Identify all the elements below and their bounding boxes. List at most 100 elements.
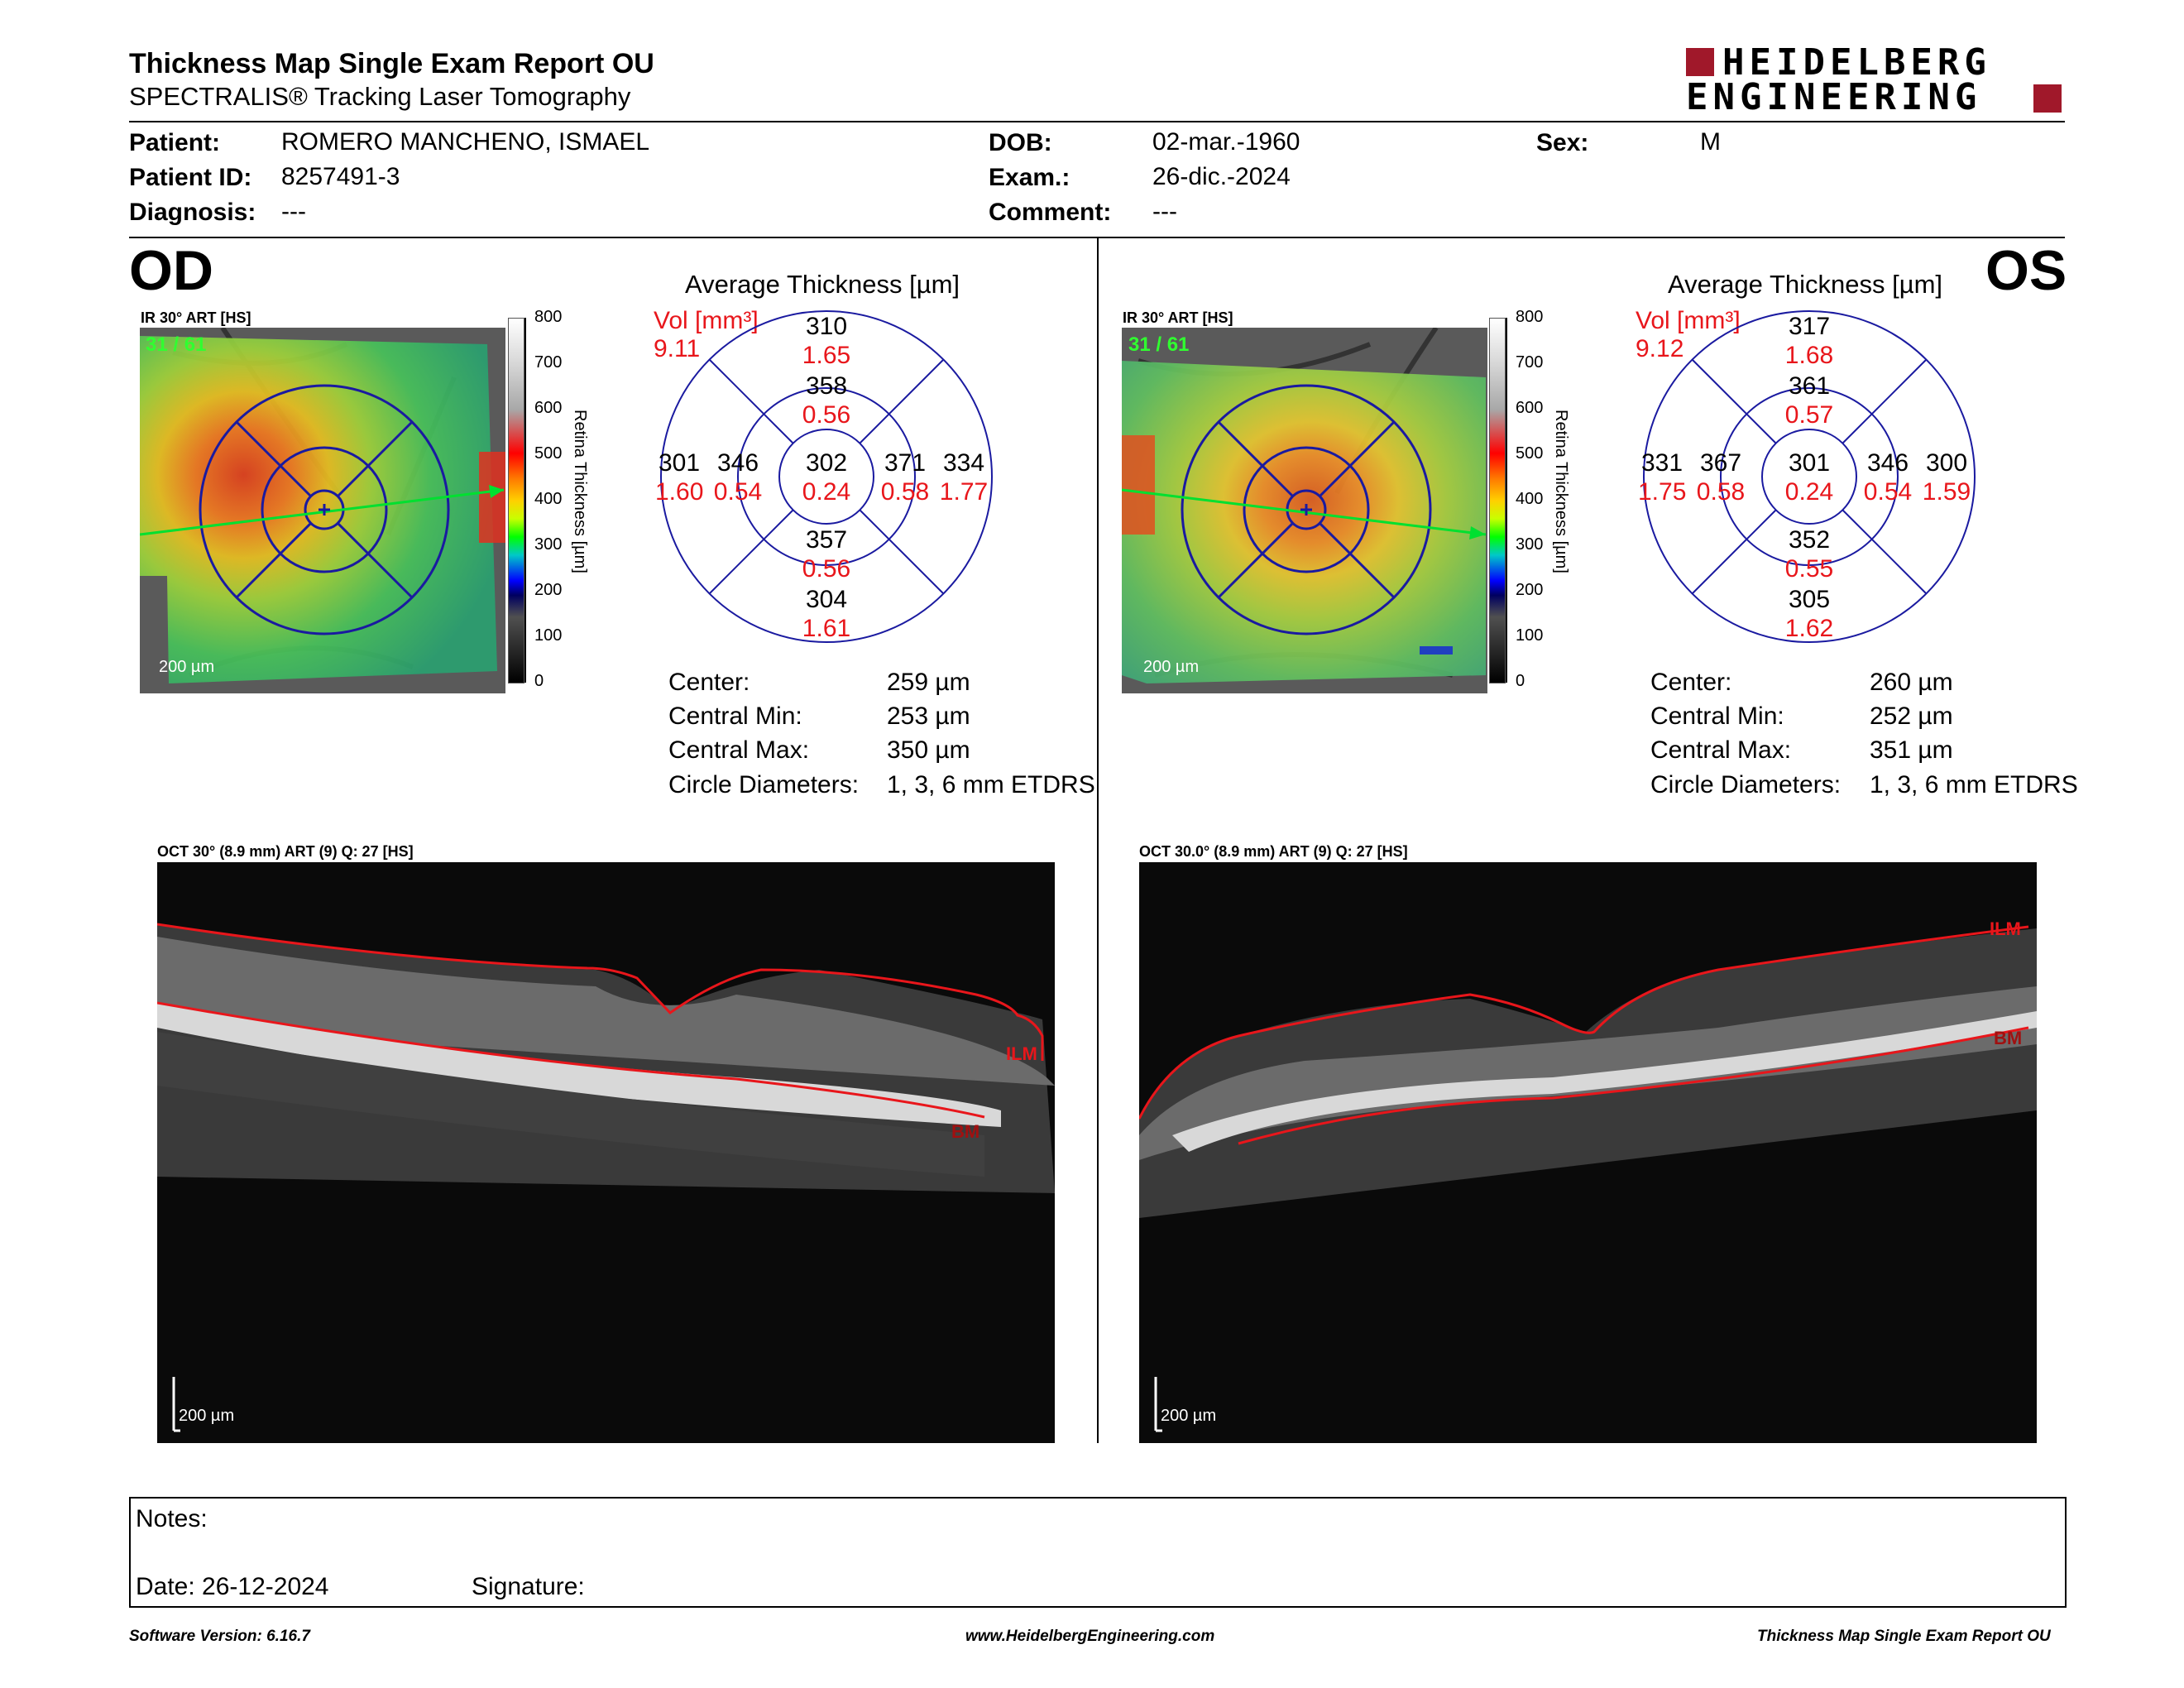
od-tick-200: 200	[534, 581, 563, 599]
os-max-value: 351 µm	[1870, 736, 1953, 764]
patient-name: ROMERO MANCHENO, ISMAEL	[281, 128, 650, 156]
os-inner-superior: 361	[1788, 372, 1831, 400]
os-inner-inferior: 352	[1788, 526, 1831, 554]
od-inner-nasal-vol: 0.58	[880, 478, 930, 506]
od-scale-label: 200 µm	[159, 658, 215, 676]
os-tick-400: 400	[1516, 490, 1544, 508]
os-colorbar	[1489, 318, 1506, 683]
od-inner-inferior: 357	[805, 526, 848, 554]
od-avg-title: Average Thickness [µm]	[685, 270, 960, 299]
os-vol-value: 9.12	[1636, 335, 1684, 362]
od-bm-label: BM	[951, 1121, 980, 1142]
os-fundus-thickness-map	[1122, 328, 1487, 693]
od-tick-100: 100	[534, 626, 563, 645]
os-tick-200: 200	[1516, 581, 1544, 599]
os-oct-label: OCT 30.0° (8.9 mm) ART (9) Q: 27 [HS]	[1139, 843, 1408, 860]
os-tick-600: 600	[1516, 399, 1544, 417]
od-tick-400: 400	[534, 490, 563, 508]
os-min-label: Central Min:	[1650, 703, 1784, 730]
os-outer-superior: 317	[1788, 313, 1831, 340]
od-inner-temporal-vol: 0.54	[713, 478, 763, 506]
od-oct-scale: 200 µm	[179, 1407, 235, 1425]
diagnosis-label: Diagnosis:	[129, 199, 256, 226]
exam-value: 26-dic.-2024	[1152, 163, 1291, 190]
os-tick-800: 800	[1516, 308, 1544, 326]
od-inner-superior: 358	[805, 372, 848, 400]
od-etdrs-grid	[660, 310, 993, 643]
os-colorbar-label: Retina Thickness [µm]	[1552, 410, 1570, 573]
diagnosis-value: ---	[281, 198, 306, 225]
os-vol-label: Vol [mm³]	[1636, 307, 1741, 334]
patient-id-label: Patient ID:	[129, 164, 252, 191]
notes-box[interactable]: Notes: Date: 26-12-2024 Signature:	[129, 1497, 2067, 1608]
os-outer-inferior: 305	[1788, 586, 1831, 613]
os-tick-500: 500	[1516, 444, 1544, 463]
os-max-label: Central Max:	[1650, 736, 1792, 764]
od-outer-superior: 310	[805, 313, 848, 340]
od-inner-temporal: 346	[716, 449, 759, 477]
od-fundus-thickness-map	[140, 328, 505, 693]
od-tick-600: 600	[534, 399, 563, 417]
od-outer-inferior-vol: 1.61	[802, 615, 851, 642]
os-oct-scale: 200 µm	[1161, 1407, 1217, 1425]
os-tick-300: 300	[1516, 535, 1544, 554]
notes-date: Date: 26-12-2024	[136, 1573, 329, 1600]
od-center-label: Center:	[668, 669, 750, 696]
os-outer-temporal: 331	[1641, 449, 1684, 477]
od-ilm-label: ILM	[1006, 1043, 1037, 1064]
od-center-vol: 0.24	[802, 478, 851, 506]
dob-label: DOB:	[989, 129, 1052, 156]
os-tick-100: 100	[1516, 626, 1544, 645]
sex-label: Sex:	[1536, 129, 1589, 156]
eye-divider	[1097, 238, 1099, 1443]
os-min-value: 252 µm	[1870, 703, 1953, 730]
os-outer-nasal-vol: 1.59	[1922, 478, 1971, 506]
od-max-label: Central Max:	[668, 736, 810, 764]
os-scale-label: 200 µm	[1143, 658, 1200, 676]
os-avg-title: Average Thickness [µm]	[1668, 270, 1943, 299]
report-title: Thickness Map Single Exam Report OU	[129, 48, 654, 79]
os-eye-label: OS	[1985, 239, 2067, 302]
sex-value: M	[1700, 128, 1721, 156]
od-tick-700: 700	[534, 353, 563, 372]
os-inner-temporal: 367	[1699, 449, 1742, 477]
od-outer-superior-vol: 1.65	[802, 342, 851, 369]
os-tick-700: 700	[1516, 353, 1544, 372]
os-etdrs-values: 317 1.68 361 0.57 331 1.75 367 0.58 301 …	[1638, 309, 1977, 645]
od-max-value: 350 µm	[887, 736, 970, 764]
os-center-vol: 0.24	[1784, 478, 1834, 506]
os-diam-label: Circle Diameters:	[1650, 771, 1842, 798]
os-frame-counter: 31 / 61	[1128, 333, 1190, 356]
dob-value: 02-mar.-1960	[1152, 128, 1300, 156]
patient-label: Patient:	[129, 129, 221, 156]
heidelberg-logo: HEIDELBERG ENGINEERING	[1686, 41, 2067, 118]
os-center-value: 260 µm	[1870, 669, 1953, 696]
od-diam-value: 1, 3, 6 mm ETDRS	[887, 771, 1095, 798]
os-outer-nasal: 300	[1925, 449, 1968, 477]
os-ilm-label: ILM	[1990, 918, 2021, 939]
exam-label: Exam.:	[989, 164, 1070, 191]
od-min-value: 253 µm	[887, 703, 970, 730]
footer-report-name: Thickness Map Single Exam Report OU	[1757, 1628, 2051, 1645]
od-outer-nasal: 334	[942, 449, 985, 477]
os-center-label: Center:	[1650, 669, 1732, 696]
patient-id: 8257491-3	[281, 163, 400, 190]
od-outer-nasal-vol: 1.77	[939, 478, 989, 506]
os-oct-bscan	[1139, 862, 2037, 1443]
os-inner-nasal-vol: 0.54	[1863, 478, 1913, 506]
os-etdrs-grid	[1643, 310, 1976, 643]
od-colorbar-label: Retina Thickness [µm]	[571, 410, 589, 573]
od-diam-label: Circle Diameters:	[668, 771, 860, 798]
od-center: 302	[805, 449, 848, 477]
od-oct-label: OCT 30° (8.9 mm) ART (9) Q: 27 [HS]	[157, 843, 414, 860]
od-inner-superior-vol: 0.56	[802, 401, 851, 429]
od-ir-label: IR 30° ART [HS]	[141, 309, 251, 326]
od-vol-label: Vol [mm³]	[654, 307, 759, 334]
od-colorbar	[508, 318, 524, 683]
od-etdrs-values: 310 1.65 358 0.56 301 1.60 346 0.54 302 …	[655, 309, 994, 645]
od-inner-inferior-vol: 0.56	[802, 555, 851, 583]
od-oct-bscan	[157, 862, 1055, 1443]
report-subtitle: SPECTRALIS® Tracking Laser Tomography	[129, 82, 631, 111]
os-outer-superior-vol: 1.68	[1784, 342, 1834, 369]
footer-website[interactable]: www.HeidelbergEngineering.com	[965, 1628, 1215, 1645]
